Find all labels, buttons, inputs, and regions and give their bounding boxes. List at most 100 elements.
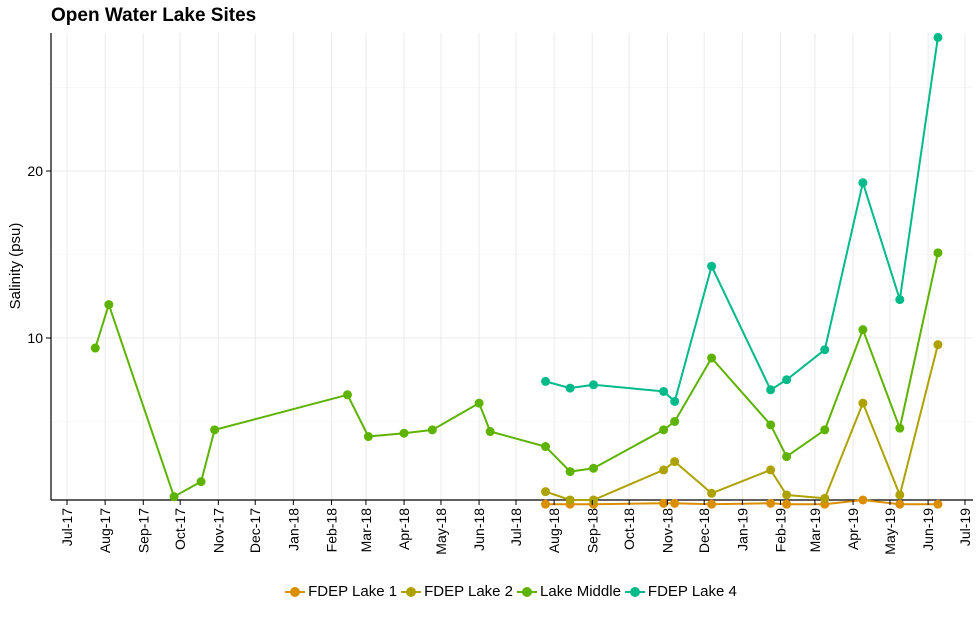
data-point-fdep-lake-2 — [588, 495, 598, 505]
data-point-fdep-lake-1 — [659, 498, 669, 508]
x-tick-label: Jul-19 — [957, 508, 973, 546]
data-point-fdep-lake-2 — [659, 465, 669, 475]
data-point-fdep-lake-4 — [782, 375, 792, 385]
data-point-lake-middle — [782, 452, 792, 462]
x-tick-label: Dec-17 — [247, 508, 263, 553]
data-point-lake-middle — [474, 398, 484, 408]
data-point-fdep-lake-1 — [766, 498, 776, 508]
data-point-fdep-lake-4 — [659, 386, 669, 396]
x-tick-label: Jul-18 — [508, 508, 524, 546]
data-point-lake-middle — [90, 343, 100, 353]
x-tick-label: Jun-18 — [471, 508, 487, 551]
data-point-lake-middle — [933, 248, 943, 258]
data-point-fdep-lake-2 — [782, 490, 792, 500]
x-tick-label: Mar-19 — [807, 508, 823, 553]
data-point-fdep-lake-1 — [858, 495, 868, 505]
x-tick-label: Jun-19 — [920, 508, 936, 551]
data-point-lake-middle — [196, 477, 206, 487]
x-tick-label: Feb-18 — [323, 508, 339, 553]
data-point-fdep-lake-4 — [858, 178, 868, 188]
data-point-fdep-lake-4 — [670, 396, 680, 406]
x-tick-label: Aug-17 — [97, 508, 113, 553]
y-axis-title: Salinity (psu) — [7, 223, 24, 310]
legend-label: Lake Middle — [540, 583, 621, 600]
data-point-lake-middle — [895, 423, 905, 433]
data-point-lake-middle — [565, 467, 575, 477]
series-line-lake-middle — [94, 252, 939, 498]
legend-label: FDEP Lake 2 — [424, 583, 514, 600]
data-point-fdep-lake-4 — [933, 32, 943, 42]
data-point-lake-middle — [169, 492, 179, 502]
x-tick-label: Aug-18 — [546, 508, 562, 553]
x-tick-label: May-18 — [433, 508, 449, 555]
legend-key — [624, 585, 646, 599]
series-line-fdep-lake-1 — [545, 499, 938, 506]
x-tick-label: Jan-18 — [285, 508, 301, 551]
data-point-fdep-lake-1 — [707, 499, 717, 509]
data-point-fdep-lake-1 — [670, 498, 680, 508]
ticks-layer: Jul-17 Aug-17 Sep-17 Oct-17 Nov-17 Dec-17 Jan-… — [27, 163, 973, 555]
x-tick-label: Sep-17 — [135, 508, 151, 553]
data-point-lake-middle — [659, 425, 669, 435]
legend-key — [284, 585, 306, 599]
legend-key-dot — [522, 586, 533, 597]
legend: FDEP Lake 1 FDEP Lake 2 Lake Middle FDEP La… — [0, 583, 979, 600]
legend-key-dot — [629, 586, 640, 597]
data-point-fdep-lake-1 — [933, 499, 943, 509]
data-point-lake-middle — [399, 428, 409, 438]
data-point-lake-middle — [766, 420, 776, 430]
data-point-fdep-lake-1 — [895, 499, 905, 509]
data-point-fdep-lake-4 — [541, 376, 551, 386]
x-tick-label: Jan-19 — [734, 508, 750, 551]
data-point-lake-middle — [104, 300, 114, 310]
x-tick-label: Oct-18 — [621, 508, 637, 550]
data-point-lake-middle — [707, 353, 717, 363]
legend-item: FDEP Lake 2 — [400, 583, 513, 600]
data-point-fdep-lake-2 — [858, 398, 868, 408]
y-tick-label: 20 — [27, 163, 43, 179]
data-point-lake-middle — [485, 427, 495, 437]
x-tick-label: Nov-18 — [659, 508, 675, 553]
legend-key-dot — [290, 586, 301, 597]
data-point-fdep-lake-4 — [707, 261, 717, 271]
legend-key — [400, 585, 422, 599]
y-tick-label: 10 — [27, 330, 43, 346]
series-line-fdep-lake-2 — [545, 344, 939, 501]
x-tick-label: Oct-17 — [172, 508, 188, 550]
axes-layer — [50, 33, 973, 501]
legend-key — [516, 585, 538, 599]
data-point-lake-middle — [210, 425, 220, 435]
legend-label: FDEP Lake 4 — [647, 583, 737, 600]
data-point-fdep-lake-4 — [766, 385, 776, 395]
legend-item: Lake Middle — [516, 583, 621, 600]
legend-label: FDEP Lake 1 — [308, 583, 398, 600]
data-point-lake-middle — [670, 417, 680, 426]
x-tick-label: Jul-17 — [59, 508, 75, 546]
series-layer — [90, 32, 943, 509]
x-tick-label: Mar-18 — [358, 508, 374, 553]
data-point-fdep-lake-2 — [895, 490, 905, 500]
series-line-fdep-lake-4 — [545, 37, 939, 403]
x-tick-label: Apr-18 — [396, 508, 412, 550]
legend-item: FDEP Lake 4 — [624, 583, 737, 600]
grid-layer — [51, 33, 973, 500]
data-point-fdep-lake-4 — [565, 383, 575, 393]
data-point-fdep-lake-2 — [565, 495, 575, 505]
data-point-lake-middle — [342, 390, 352, 400]
data-point-fdep-lake-1 — [541, 499, 551, 509]
data-point-fdep-lake-2 — [933, 340, 943, 350]
x-tick-label: Dec-18 — [696, 508, 712, 553]
data-point-fdep-lake-2 — [820, 493, 830, 503]
data-point-fdep-lake-2 — [707, 488, 717, 498]
data-point-fdep-lake-2 — [670, 457, 680, 467]
x-tick-label: Sep-18 — [584, 508, 600, 553]
data-point-fdep-lake-4 — [820, 345, 830, 355]
data-point-fdep-lake-4 — [895, 295, 905, 305]
data-point-fdep-lake-2 — [766, 465, 776, 475]
data-point-fdep-lake-4 — [588, 380, 598, 390]
x-tick-label: Feb-19 — [772, 508, 788, 553]
data-point-fdep-lake-1 — [782, 499, 792, 509]
x-tick-label: Apr-19 — [845, 508, 861, 550]
legend-key-dot — [406, 586, 417, 597]
